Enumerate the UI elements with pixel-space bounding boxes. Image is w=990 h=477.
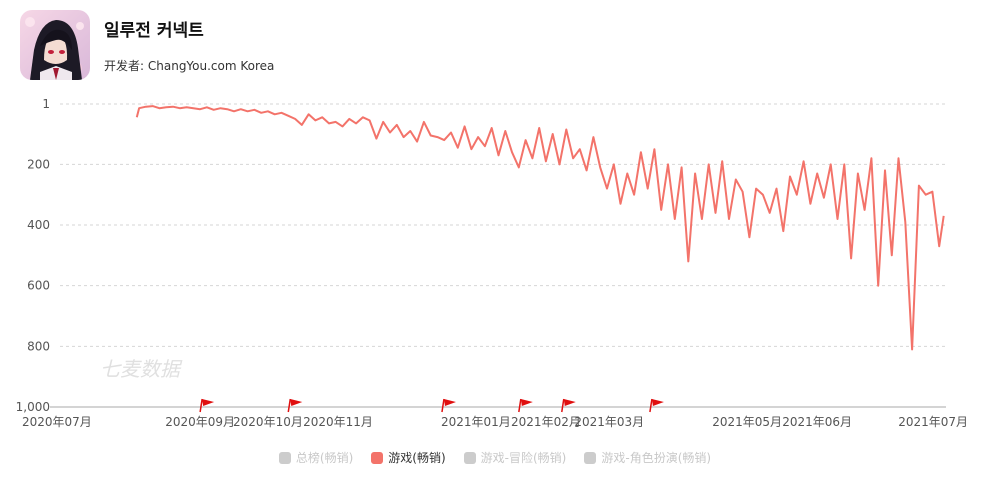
chart-legend: 总榜(畅销) 游戏(畅销) 游戏-冒险(畅销) 游戏-角色扮演(畅销) [0,449,990,466]
y-axis: 1 200 400 600 800 1,000 [16,97,50,414]
legend-swatch [463,451,476,464]
legend-label: 总榜(畅销) [295,451,354,465]
y-tick-label: 200 [27,157,50,171]
x-tick-label: 2021年03月 [574,415,644,429]
legend-label: 游戏(畅销) [388,451,446,465]
x-tick-label: 2021年01月 [441,415,511,429]
legend-swatch [278,451,291,464]
developer-name[interactable]: ChangYou.com Korea [147,59,275,73]
event-flag-icon[interactable] [518,398,533,413]
app-header: 일루전 커넥트 开发者: ChangYou.com Korea [20,10,620,80]
event-flag-icon[interactable] [287,398,303,413]
x-tick-label: 2021年06月 [782,415,852,429]
app-title: 일루전 커넥트 [104,21,204,41]
y-tick-label: 1,000 [16,400,50,414]
grid-lines [60,103,946,347]
event-flag-icon[interactable] [199,398,215,413]
legend-label: 游戏-冒险(畅销) [480,451,567,465]
watermark: 七麦数据 [100,357,183,381]
event-flags [199,398,664,413]
legend-label: 游戏-角色扮演(畅销) [601,451,712,465]
legend-swatch [371,451,384,464]
event-flag-icon[interactable] [561,398,576,413]
event-flag-icon[interactable] [649,398,664,413]
series-line-game-grossing[interactable] [135,105,945,351]
y-tick-label: 800 [27,339,50,353]
developer-line: 开发者: ChangYou.com Korea [104,57,274,74]
x-tick-label: 2021年07月 [898,415,968,429]
x-tick-label: 2020年10月 [233,415,303,429]
y-tick-label: 1 [42,97,50,111]
legend-item[interactable]: 游戏-冒险(畅销) [463,449,567,466]
x-tick-label: 2020年07月 [22,415,92,429]
x-tick-label: 2020年11月 [303,415,373,429]
legend-swatch [584,451,597,464]
event-flag-icon[interactable] [441,398,456,413]
y-tick-label: 400 [27,218,50,232]
developer-label: 开发者: [104,59,145,73]
x-tick-label: 2020年09月 [165,415,235,429]
x-tick-label: 2021年05月 [712,415,782,429]
legend-item[interactable]: 总榜(畅销) [278,449,354,466]
anime-character-app-icon [20,10,90,80]
x-tick-label: 2021年02月 [511,415,581,429]
y-tick-label: 600 [27,279,50,293]
app-icon[interactable] [20,10,90,80]
legend-item[interactable]: 游戏-角色扮演(畅销) [584,449,711,466]
legend-item[interactable]: 游戏(畅销) [371,449,446,466]
